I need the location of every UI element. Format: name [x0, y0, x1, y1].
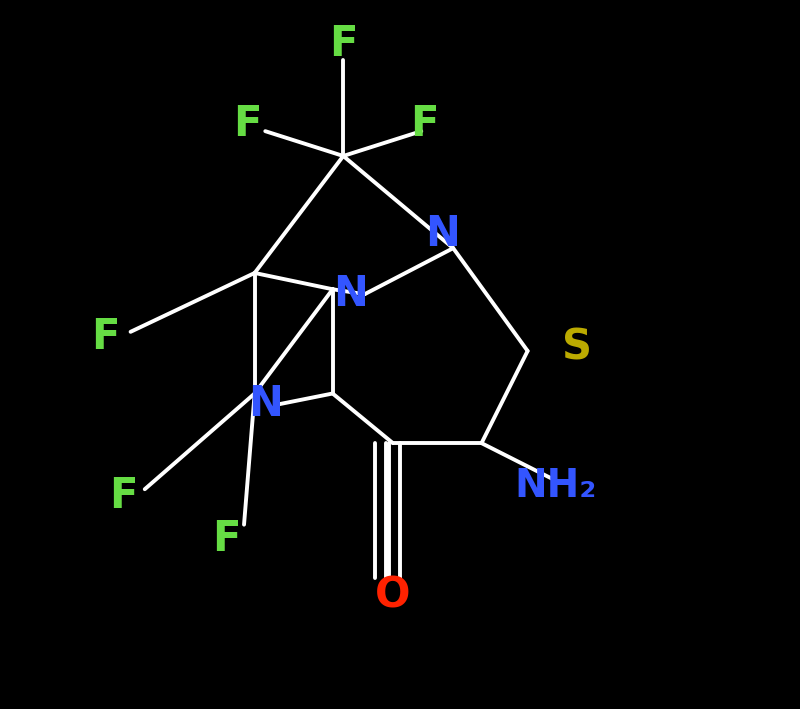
Text: NH₂: NH₂ — [515, 467, 597, 505]
Text: F: F — [91, 316, 120, 358]
Text: N: N — [333, 273, 368, 316]
Text: F: F — [329, 23, 358, 65]
Text: S: S — [562, 326, 592, 369]
Text: O: O — [375, 574, 410, 617]
Text: F: F — [212, 518, 241, 560]
Text: F: F — [110, 475, 138, 518]
Text: N: N — [425, 213, 460, 255]
Text: F: F — [234, 103, 262, 145]
Text: F: F — [410, 103, 439, 145]
Text: N: N — [248, 383, 282, 425]
